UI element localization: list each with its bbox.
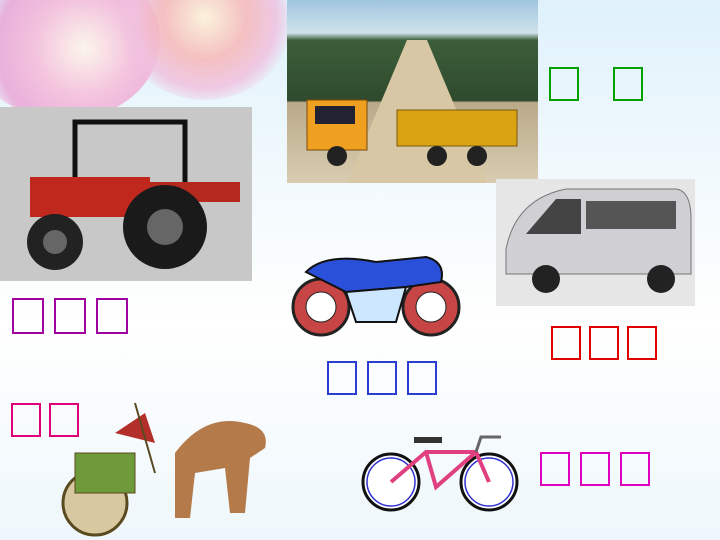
motorcycle-illustration [286,237,466,337]
flower-decoration [120,0,290,100]
chariot-label-box [49,403,79,437]
motorcycle-label-box [407,361,437,395]
bicycle-label-box [580,452,610,486]
tractor-label-box [12,298,44,334]
motorcycle-label-box [327,361,357,395]
bicycle-illustration [356,432,522,512]
truck-label-box [549,67,579,101]
bicycle-label [540,452,650,486]
van-label-box [627,326,657,360]
tractor-photo [0,107,252,281]
van-photo [496,179,695,306]
chariot-label-box [11,403,41,437]
truck-label-box [613,67,643,101]
tractor-label-box [54,298,86,334]
tractor-label-box [96,298,128,334]
motorcycle-label-box [367,361,397,395]
van-label-box [589,326,619,360]
chariot-illustration [55,393,280,540]
van-label [551,326,657,360]
motorcycle-label [327,361,437,395]
van-label-box [551,326,581,360]
tractor-label [12,298,128,334]
bicycle-label-box [540,452,570,486]
bicycle-label-box [620,452,650,486]
truck-photo [287,0,538,183]
chariot-label [11,403,79,437]
truck-label [549,67,643,101]
